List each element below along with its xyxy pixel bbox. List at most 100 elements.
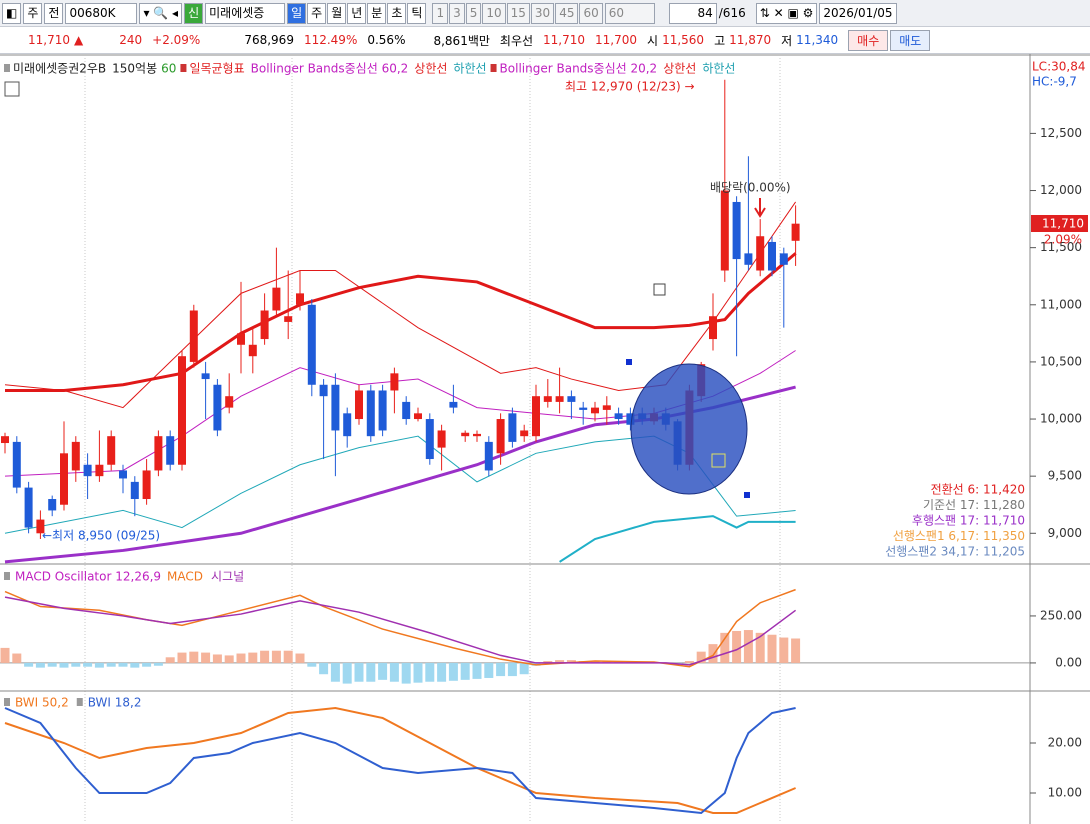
code-input[interactable]: 00680K	[65, 2, 138, 24]
change: 240	[119, 33, 143, 47]
date[interactable]: 2026/01/05	[819, 2, 897, 24]
candle-body	[213, 384, 222, 431]
interval-button[interactable]: 5	[465, 2, 482, 24]
high: 11,870	[729, 33, 772, 47]
histogram-bar	[177, 652, 187, 663]
grid	[84, 58, 781, 822]
candle-body	[720, 190, 729, 271]
total: /616	[718, 6, 746, 20]
histogram-bar	[24, 662, 34, 667]
legend-entry: 상한선	[414, 62, 447, 76]
histogram-bar	[779, 637, 789, 663]
period-button[interactable]: 월	[327, 2, 347, 24]
market[interactable]: 주	[23, 2, 43, 24]
histogram-bar	[83, 662, 93, 667]
legend-entry: 하한선	[453, 62, 486, 76]
histogram-bar	[342, 662, 352, 684]
interval-button[interactable]: 3	[449, 2, 465, 24]
label: 저	[781, 33, 793, 48]
icon[interactable]	[4, 81, 20, 97]
y-tick-label: 10,000	[1040, 412, 1082, 426]
candle-body	[567, 396, 576, 402]
histogram-bar	[283, 650, 293, 663]
turnover: 0.56%	[367, 33, 406, 47]
last-price: 11,710	[1042, 217, 1084, 231]
histogram-bar	[330, 662, 340, 682]
label: 시	[647, 33, 659, 48]
candle-body	[60, 453, 68, 505]
histogram-bar	[165, 657, 175, 663]
label: 최우선	[499, 33, 534, 48]
ichimoku-label: 전환선 6: 11,420	[931, 483, 1025, 497]
interval-button[interactable]: 30	[530, 2, 555, 24]
interval-button[interactable]: 60	[579, 2, 603, 24]
histogram-bar	[35, 662, 45, 668]
period-button[interactable]: 초	[387, 2, 407, 24]
histogram-bar	[425, 662, 435, 682]
interval-button[interactable]: 10	[482, 2, 506, 24]
highlight-ellipse	[630, 363, 748, 495]
line-series	[4, 707, 796, 815]
tools[interactable]: ⇅ ✕ ▣ ⚙	[755, 2, 818, 24]
legend-icon	[76, 698, 83, 706]
ask: 11,710	[543, 33, 586, 47]
rate: +2.09%	[152, 33, 201, 47]
legend-icon	[4, 572, 10, 580]
candle-body	[307, 304, 316, 385]
histogram-bar	[378, 662, 388, 680]
period-button[interactable]: 주	[307, 2, 327, 24]
histogram-bar	[366, 662, 376, 682]
candle-body	[437, 430, 446, 448]
histogram-bar	[153, 662, 163, 666]
interval-button[interactable]: 1	[432, 2, 449, 24]
candle-body	[768, 241, 776, 271]
candle-body	[142, 470, 151, 500]
legend-icon	[4, 698, 10, 706]
line-series	[559, 515, 796, 563]
candle-body	[189, 310, 198, 362]
amount: 8,861백만	[433, 33, 490, 48]
histogram-bar	[684, 661, 694, 663]
candle-body	[71, 441, 80, 471]
histogram-bar	[201, 652, 211, 663]
icon[interactable]: ◧	[2, 2, 22, 24]
interval-input[interactable]: 60	[604, 2, 655, 24]
y-tick-label: 9,000	[1048, 526, 1082, 540]
period-button[interactable]: 년	[347, 2, 367, 24]
candle-body	[166, 436, 175, 465]
histogram-bar	[519, 662, 529, 675]
histogram-bar	[732, 630, 742, 663]
candle-body	[248, 344, 257, 357]
candle-body	[425, 419, 434, 460]
period-button[interactable]: 틱	[407, 2, 427, 24]
candle-body	[449, 401, 458, 408]
icon[interactable]: ▾ 🔍 ◂	[139, 2, 183, 24]
histogram-bar	[142, 662, 152, 667]
histogram-bar	[507, 662, 517, 677]
candle-body	[378, 390, 387, 431]
buy-button[interactable]: 매수	[848, 29, 889, 51]
candle-body	[355, 390, 363, 420]
histogram-bar	[566, 660, 576, 663]
ichimoku-label: 선행스팬2 34,17: 11,205	[885, 544, 1025, 559]
histogram-bar	[791, 638, 801, 663]
period-button[interactable]: 일	[287, 2, 307, 24]
legend-entry: MACD	[167, 570, 203, 584]
candle-body	[390, 373, 399, 391]
candle-body	[319, 384, 328, 397]
axis-bg	[1030, 54, 1090, 824]
candle-body	[579, 407, 588, 410]
period-button[interactable]: 분	[367, 2, 387, 24]
candle-body	[532, 396, 540, 437]
scope[interactable]: 전	[44, 2, 64, 24]
count[interactable]: 84	[668, 2, 717, 24]
histogram-bar	[437, 662, 447, 682]
y-tick-label: 9,500	[1048, 469, 1082, 483]
legend-entry: 하한선	[702, 62, 735, 76]
histogram-bar	[260, 650, 270, 663]
interval-button[interactable]: 15	[506, 2, 530, 24]
sell-button[interactable]: 매도	[890, 29, 931, 51]
open: 11,560	[662, 33, 705, 47]
interval-button[interactable]: 45	[555, 2, 579, 24]
annotation: 배당락(0.00%)	[710, 181, 791, 195]
